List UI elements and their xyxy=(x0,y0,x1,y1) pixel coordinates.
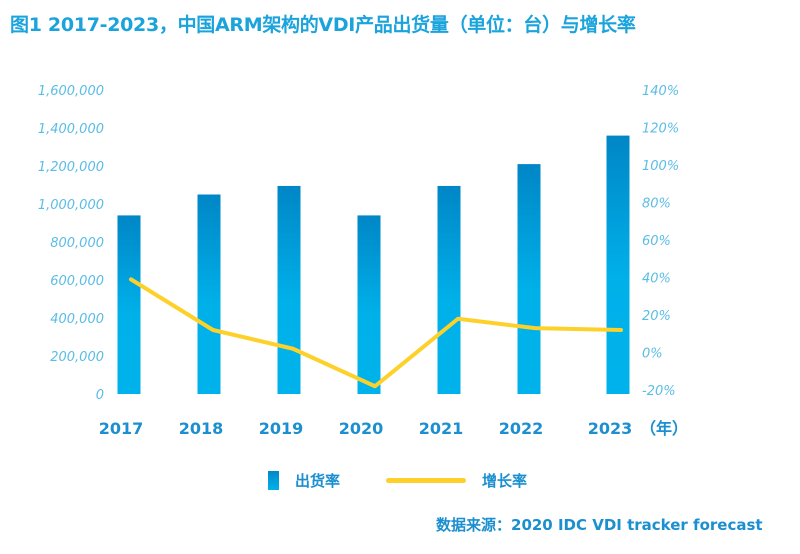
right-tick-label: 80% xyxy=(642,197,671,212)
legend: 出货率 增长率 xyxy=(0,470,800,494)
left-tick-label: 1,000,000 xyxy=(38,198,104,213)
legend-item-bar: 出货率 xyxy=(268,470,340,491)
x-tick-label: 2020 xyxy=(339,419,384,438)
bar-2021 xyxy=(437,185,461,394)
right-tick-label: 20% xyxy=(642,309,671,324)
left-tick-label: 800,000 xyxy=(50,236,104,251)
left-tick-label: 0 xyxy=(96,388,104,403)
bar-2022 xyxy=(517,164,541,394)
x-unit-label: （年） xyxy=(640,419,688,438)
right-tick-label: 60% xyxy=(642,234,671,249)
chart: 0 200,000 400,000 600,000 800,000 1,000,000 1,… xyxy=(38,84,688,438)
bar-2018 xyxy=(197,194,221,394)
left-tick-label: 200,000 xyxy=(50,350,104,365)
left-tick-label: 1,200,000 xyxy=(38,160,104,175)
x-tick-label: 2017 xyxy=(99,419,144,438)
source-note: 数据来源：2020 IDC VDI tracker forecast xyxy=(436,516,763,534)
x-tick-label: 2018 xyxy=(179,419,224,438)
bar-2020 xyxy=(357,215,381,394)
x-tick-label: 2023 xyxy=(588,419,633,438)
legend-label-bar: 出货率 xyxy=(295,472,341,490)
left-tick-label: 600,000 xyxy=(50,274,104,289)
legend-bar-swatch xyxy=(268,471,279,490)
left-tick-label: 1,600,000 xyxy=(38,84,104,99)
bar-2023 xyxy=(606,135,630,394)
x-tick-label: 2021 xyxy=(419,419,464,438)
legend-item-line: 增长率 xyxy=(386,470,527,491)
right-tick-label: 140% xyxy=(642,84,679,99)
bar-2017 xyxy=(117,215,141,394)
left-tick-label: 400,000 xyxy=(50,312,104,327)
left-tick-label: 1,400,000 xyxy=(38,122,104,137)
right-tick-label: -20% xyxy=(642,384,676,399)
right-tick-label: 40% xyxy=(642,272,671,287)
bar-2019 xyxy=(277,185,301,394)
legend-label-line: 增长率 xyxy=(482,472,528,490)
x-tick-label: 2022 xyxy=(499,419,544,438)
right-tick-label: 120% xyxy=(642,122,679,137)
right-tick-label: 0% xyxy=(642,347,663,362)
chart-title: 图1 2017-2023，中国ARM架构的VDI产品出货量（单位：台）与增长率 xyxy=(10,14,636,36)
right-tick-label: 100% xyxy=(642,159,679,174)
x-tick-label: 2019 xyxy=(259,419,304,438)
legend-line-swatch xyxy=(386,478,466,483)
